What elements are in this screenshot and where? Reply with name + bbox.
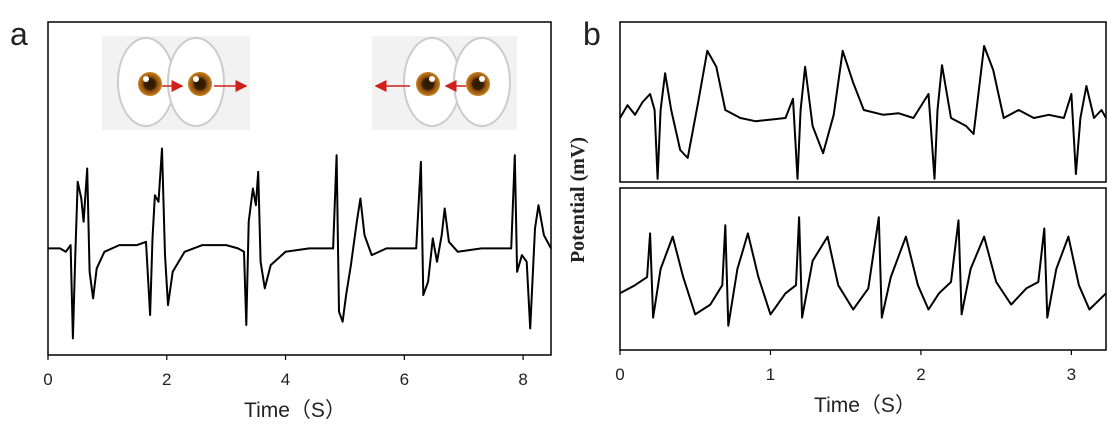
x-tick-label: 8: [518, 370, 527, 389]
x-tick-label: 2: [162, 370, 171, 389]
panel-label: a: [10, 16, 28, 52]
eyes-right-icon: [102, 36, 250, 130]
signal-line: [619, 216, 1107, 327]
x-tick-label: 0: [615, 365, 624, 384]
eyes-left-icon: [372, 36, 517, 130]
plot-frame: [619, 187, 1107, 351]
x-tick-label: 3: [1067, 365, 1076, 384]
plot-frame: [47, 21, 552, 356]
x-axis-label: Time（S）: [244, 399, 346, 422]
panel-label: b: [583, 16, 601, 52]
plot-frame: [619, 21, 1107, 183]
signal-line: [619, 45, 1107, 180]
signal-line: [48, 147, 552, 340]
x-axis-label: Time（S）: [814, 394, 916, 417]
x-tick-label: 0: [43, 370, 52, 389]
x-tick-label: 4: [281, 370, 290, 389]
x-tick-label: 6: [400, 370, 409, 389]
x-tick-label: 1: [766, 365, 775, 384]
x-tick-label: 2: [916, 365, 925, 384]
y-axis-label: Potential (mV): [567, 137, 589, 263]
